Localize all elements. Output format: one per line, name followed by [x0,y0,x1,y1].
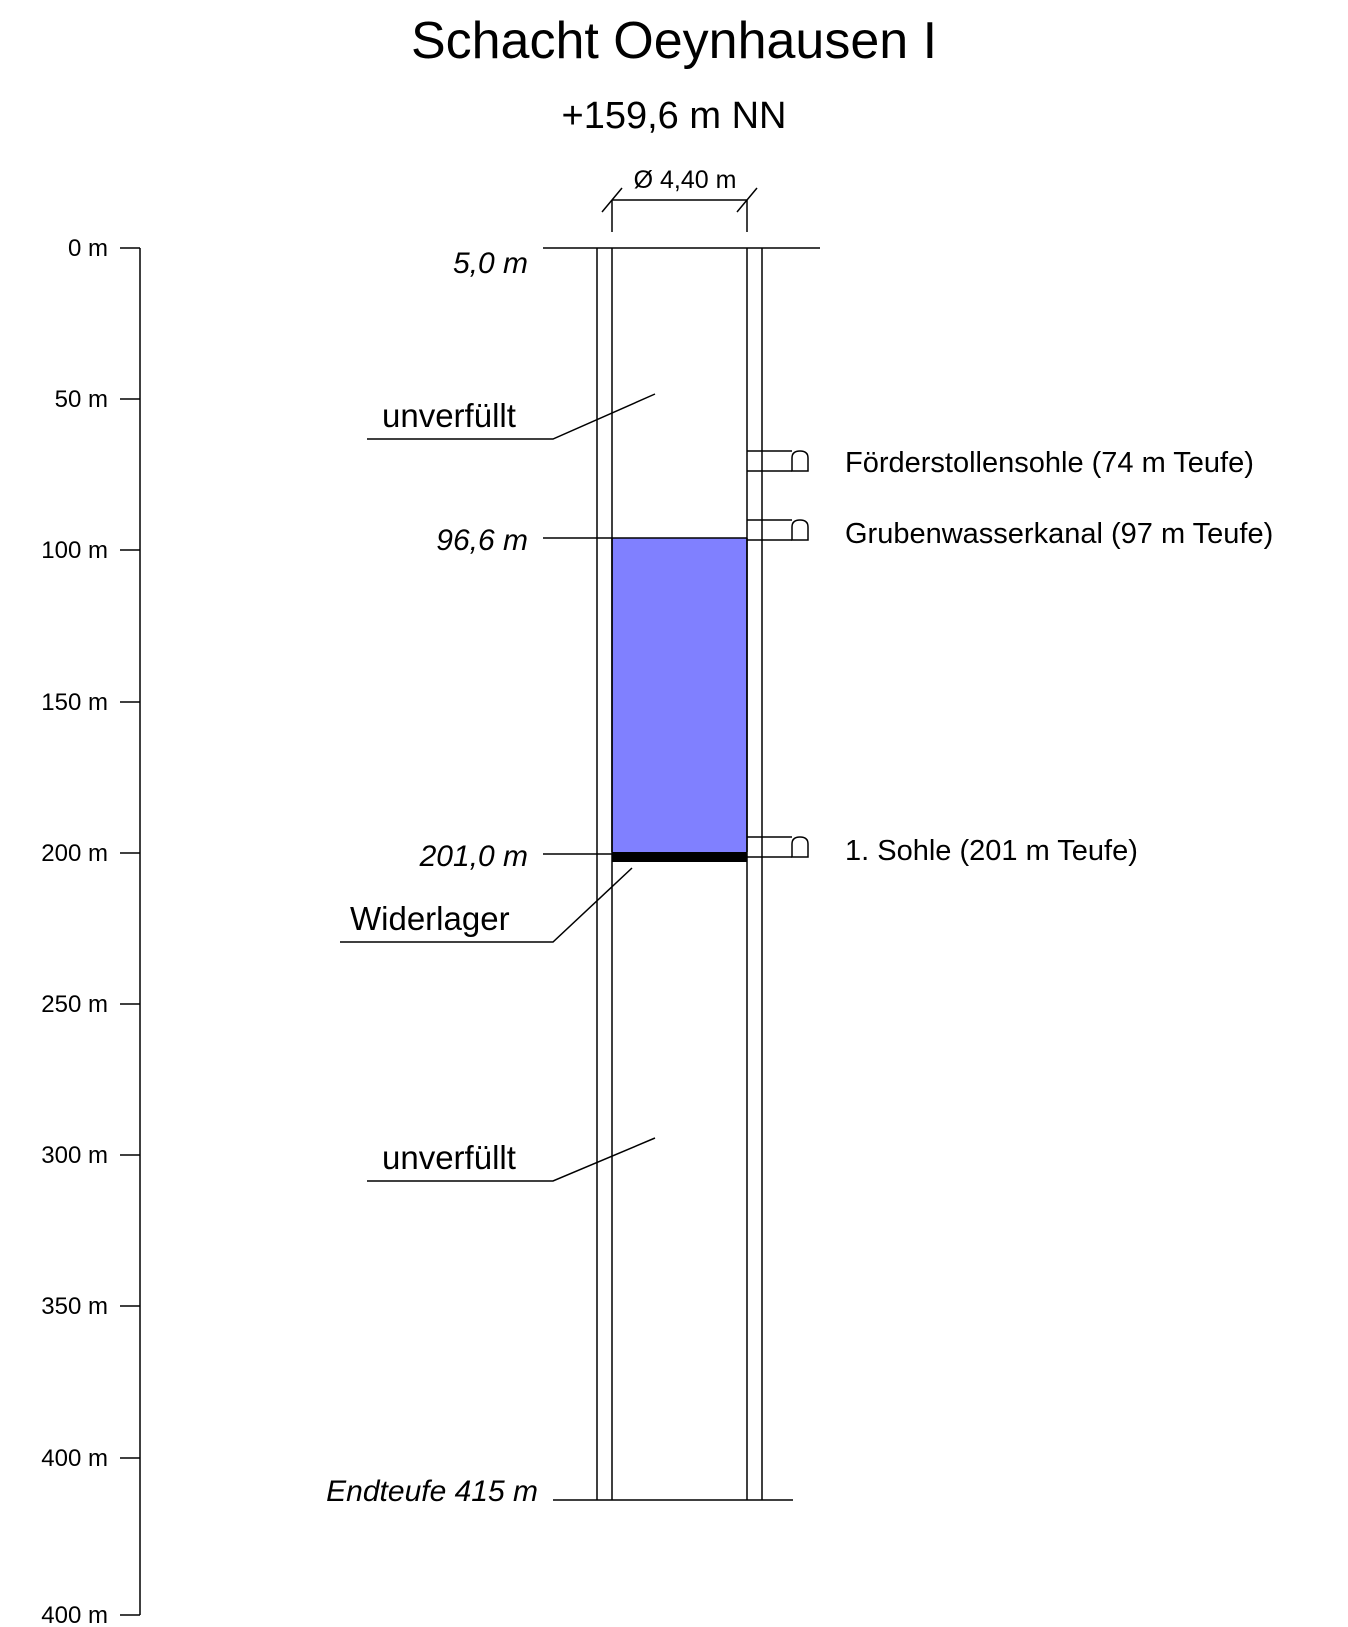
depth-mark-end: Endteufe 415 m [326,1475,538,1508]
scale-label: 400 m [41,1602,108,1627]
scale-label: 400 m [41,1445,108,1472]
depth-mark-fill-top: 96,6 m [436,524,528,557]
section-label-upper: unverfüllt [382,397,516,434]
diagram-title: Schacht Oeynhausen I [411,12,937,70]
section-label-lower: unverfüllt [382,1139,516,1176]
diameter-dimension [601,187,758,232]
depth-mark-top: 5,0 m [453,247,528,280]
scale-label: 150 m [41,689,108,716]
scale-label: 50 m [55,386,108,413]
abutment-block [612,852,747,862]
scale-label: 100 m [41,537,108,564]
fill-boundaries [611,537,748,852]
depth-scale [120,247,141,1616]
shaft-walls [596,248,763,1500]
gallery-connector [747,450,809,472]
section-label-abutment: Widerlager [350,900,510,937]
surface-elevation: +159,6 m NN [562,95,787,137]
depth-mark-lines [543,247,820,1501]
gallery-label: Grubenwasserkanal (97 m Teufe) [845,518,1273,550]
diameter-label: Ø 4,40 m [634,166,737,194]
leader-lines [340,393,656,1182]
gallery-connector [747,519,809,541]
gallery-connector [747,836,809,858]
gallery-label: 1. Sohle (201 m Teufe) [845,835,1138,867]
scale-label: 250 m [41,991,108,1018]
shaft-fill [612,538,747,854]
scale-label: 300 m [41,1142,108,1169]
depth-mark-fill-bottom: 201,0 m [419,840,528,873]
scale-label: 0 m [68,235,108,262]
gallery-label: Förderstollensohle (74 m Teufe) [845,447,1254,479]
gallery-connectors [747,450,809,858]
scale-label: 200 m [41,840,108,867]
scale-label: 350 m [41,1293,108,1320]
